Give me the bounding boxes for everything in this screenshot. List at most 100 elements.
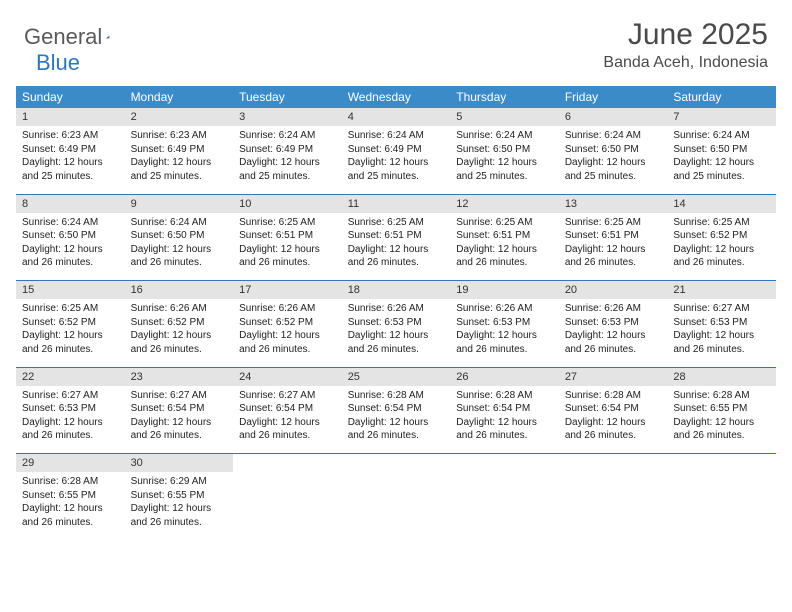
detail-cell: Sunrise: 6:26 AMSunset: 6:53 PMDaylight:…: [559, 299, 668, 367]
location-label: Banda Aceh, Indonesia: [603, 54, 768, 72]
detail-cell: Sunrise: 6:25 AMSunset: 6:51 PMDaylight:…: [559, 213, 668, 281]
daylight-line1: Daylight: 12 hours: [348, 243, 445, 257]
dow-wednesday: Wednesday: [342, 86, 451, 108]
daylight-line2: and 25 minutes.: [348, 170, 445, 184]
daynum-cell: 4: [342, 108, 451, 126]
daylight-line1: Daylight: 12 hours: [456, 156, 553, 170]
sunset-text: Sunset: 6:54 PM: [239, 402, 336, 416]
daylight-line2: and 26 minutes.: [348, 343, 445, 357]
sunset-text: Sunset: 6:52 PM: [239, 316, 336, 330]
daylight-line1: Daylight: 12 hours: [565, 416, 662, 430]
detail-cell: Sunrise: 6:28 AMSunset: 6:55 PMDaylight:…: [16, 472, 125, 540]
day-of-week-row: Sunday Monday Tuesday Wednesday Thursday…: [16, 86, 776, 108]
sunset-text: Sunset: 6:51 PM: [565, 229, 662, 243]
daylight-line2: and 26 minutes.: [673, 256, 770, 270]
daylight-line2: and 26 minutes.: [22, 429, 119, 443]
sunset-text: Sunset: 6:50 PM: [456, 143, 553, 157]
sunset-text: Sunset: 6:51 PM: [239, 229, 336, 243]
daylight-line2: and 26 minutes.: [239, 429, 336, 443]
daynum-row: 1234567: [16, 108, 776, 126]
daylight-line2: and 26 minutes.: [348, 429, 445, 443]
daylight-line2: and 26 minutes.: [565, 256, 662, 270]
sunset-text: Sunset: 6:54 PM: [456, 402, 553, 416]
daylight-line1: Daylight: 12 hours: [456, 416, 553, 430]
sunset-text: Sunset: 6:53 PM: [22, 402, 119, 416]
daylight-line2: and 26 minutes.: [565, 429, 662, 443]
detail-cell: Sunrise: 6:25 AMSunset: 6:52 PMDaylight:…: [667, 213, 776, 281]
sunset-text: Sunset: 6:52 PM: [131, 316, 228, 330]
daynum-cell: 27: [559, 368, 668, 386]
daynum-cell: [559, 454, 668, 472]
daylight-line1: Daylight: 12 hours: [673, 243, 770, 257]
daynum-cell: 26: [450, 368, 559, 386]
daynum-cell: [233, 454, 342, 472]
daylight-line1: Daylight: 12 hours: [348, 156, 445, 170]
detail-cell: Sunrise: 6:25 AMSunset: 6:51 PMDaylight:…: [233, 213, 342, 281]
daylight-line2: and 26 minutes.: [565, 343, 662, 357]
daynum-cell: 9: [125, 195, 234, 213]
sunrise-text: Sunrise: 6:28 AM: [22, 475, 119, 489]
detail-cell: Sunrise: 6:27 AMSunset: 6:53 PMDaylight:…: [667, 299, 776, 367]
daylight-line1: Daylight: 12 hours: [239, 156, 336, 170]
detail-cell: Sunrise: 6:24 AMSunset: 6:50 PMDaylight:…: [16, 213, 125, 281]
daylight-line1: Daylight: 12 hours: [456, 243, 553, 257]
daylight-line1: Daylight: 12 hours: [239, 243, 336, 257]
daynum-cell: 2: [125, 108, 234, 126]
detail-cell: Sunrise: 6:27 AMSunset: 6:54 PMDaylight:…: [233, 386, 342, 454]
daylight-line2: and 26 minutes.: [131, 429, 228, 443]
sunset-text: Sunset: 6:54 PM: [131, 402, 228, 416]
sunrise-text: Sunrise: 6:28 AM: [348, 389, 445, 403]
daynum-cell: 5: [450, 108, 559, 126]
daylight-line1: Daylight: 12 hours: [348, 416, 445, 430]
header: General June 2025 Banda Aceh, Indonesia: [0, 0, 792, 80]
daynum-cell: 24: [233, 368, 342, 386]
detail-row: Sunrise: 6:25 AMSunset: 6:52 PMDaylight:…: [16, 299, 776, 367]
sunrise-text: Sunrise: 6:25 AM: [456, 216, 553, 230]
sunrise-text: Sunrise: 6:25 AM: [348, 216, 445, 230]
daynum-cell: 8: [16, 195, 125, 213]
daylight-line2: and 26 minutes.: [22, 256, 119, 270]
month-title: June 2025: [603, 18, 768, 52]
sunrise-text: Sunrise: 6:28 AM: [673, 389, 770, 403]
sunrise-text: Sunrise: 6:24 AM: [348, 129, 445, 143]
sunrise-text: Sunrise: 6:23 AM: [131, 129, 228, 143]
daylight-line1: Daylight: 12 hours: [239, 416, 336, 430]
daynum-cell: 13: [559, 195, 668, 213]
detail-cell: Sunrise: 6:27 AMSunset: 6:53 PMDaylight:…: [16, 386, 125, 454]
title-block: June 2025 Banda Aceh, Indonesia: [603, 18, 768, 72]
sunset-text: Sunset: 6:55 PM: [673, 402, 770, 416]
sunset-text: Sunset: 6:51 PM: [456, 229, 553, 243]
detail-cell: Sunrise: 6:28 AMSunset: 6:55 PMDaylight:…: [667, 386, 776, 454]
dow-monday: Monday: [125, 86, 234, 108]
daylight-line1: Daylight: 12 hours: [22, 502, 119, 516]
daylight-line2: and 25 minutes.: [239, 170, 336, 184]
sunset-text: Sunset: 6:52 PM: [22, 316, 119, 330]
daynum-cell: 20: [559, 281, 668, 299]
dow-tuesday: Tuesday: [233, 86, 342, 108]
daynum-cell: 22: [16, 368, 125, 386]
detail-cell: Sunrise: 6:24 AMSunset: 6:49 PMDaylight:…: [342, 126, 451, 194]
sunrise-text: Sunrise: 6:26 AM: [239, 302, 336, 316]
sunrise-text: Sunrise: 6:26 AM: [565, 302, 662, 316]
daylight-line2: and 26 minutes.: [348, 256, 445, 270]
daylight-line2: and 26 minutes.: [22, 343, 119, 357]
detail-cell: Sunrise: 6:23 AMSunset: 6:49 PMDaylight:…: [16, 126, 125, 194]
detail-row: Sunrise: 6:23 AMSunset: 6:49 PM Daylight:…: [16, 126, 776, 194]
sunrise-text: Sunrise: 6:28 AM: [456, 389, 553, 403]
sunrise-text: Sunrise: 6:27 AM: [22, 389, 119, 403]
detail-cell: [450, 472, 559, 540]
sunrise-text: Sunrise: 6:29 AM: [131, 475, 228, 489]
sunrise-text: Sunrise: 6:26 AM: [456, 302, 553, 316]
daylight-line1: Daylight: 12 hours: [565, 156, 662, 170]
sunrise-text: Sunrise: 6:24 AM: [22, 216, 119, 230]
sunset-text: Sunset: 6:53 PM: [565, 316, 662, 330]
daylight-line1: Daylight: 12 hours: [22, 329, 119, 343]
daylight-line1: Daylight: 12 hours: [673, 416, 770, 430]
daynum-cell: 28: [667, 368, 776, 386]
sunset-text: Sunset: 6:49 PM: [131, 143, 228, 157]
sunset-text: Sunset: 6:55 PM: [131, 489, 228, 503]
daynum-cell: 3: [233, 108, 342, 126]
detail-cell: Sunrise: 6:23 AMSunset: 6:49 PMDaylight:…: [125, 126, 234, 194]
detail-row: Sunrise: 6:27 AMSunset: 6:53 PM Daylight:…: [16, 386, 776, 454]
dow-friday: Friday: [559, 86, 668, 108]
